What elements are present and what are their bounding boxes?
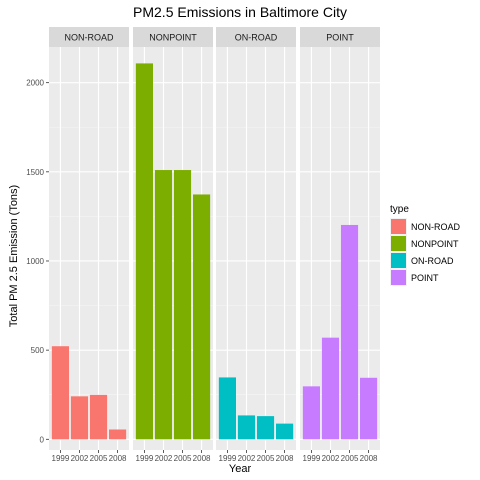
legend-swatch-nonpoint bbox=[391, 236, 406, 251]
facet-strip bbox=[216, 27, 296, 47]
x-axis-title: Year bbox=[229, 463, 252, 475]
bar-non-road-2005 bbox=[89, 394, 108, 440]
x-tick-label: 2005 bbox=[341, 454, 359, 463]
bar-nonpoint-2002 bbox=[154, 170, 173, 440]
legend-label-non-road: NON-ROAD bbox=[411, 222, 460, 232]
legend-swatch-on-road bbox=[391, 253, 406, 268]
x-tick-label: 2008 bbox=[109, 454, 127, 463]
facet-strip bbox=[133, 27, 213, 47]
x-tick-label: 2002 bbox=[322, 454, 340, 463]
bar-non-road-2008 bbox=[109, 429, 127, 440]
x-tick-label: 2005 bbox=[90, 454, 108, 463]
legend-label-nonpoint: NONPOINT bbox=[411, 239, 459, 249]
y-tick-label: 1000 bbox=[26, 257, 44, 266]
x-tick-label: 1999 bbox=[136, 454, 154, 463]
legend-label-point: POINT bbox=[411, 273, 439, 283]
bar-nonpoint-2008 bbox=[193, 194, 211, 440]
bar-point-2005 bbox=[340, 224, 359, 440]
legend-swatch-non-road bbox=[391, 219, 406, 234]
x-tick-label: 2008 bbox=[360, 454, 378, 463]
x-tick-label: 2005 bbox=[257, 454, 275, 463]
bar-point-2008 bbox=[360, 377, 378, 440]
x-tick-label: 1999 bbox=[52, 454, 70, 463]
facet-strip bbox=[49, 27, 129, 47]
facet-panel-non-road: NON-ROAD 1999 2002 2005 2008 bbox=[49, 27, 129, 463]
x-tick-label: 1999 bbox=[303, 454, 321, 463]
x-tick-label: 2008 bbox=[193, 454, 211, 463]
bar-point-2002 bbox=[321, 337, 340, 440]
x-tick-label: 2002 bbox=[238, 454, 256, 463]
bar-non-road-1999 bbox=[51, 346, 69, 440]
facet-strip-label: NON-ROAD bbox=[65, 33, 114, 43]
facet-panel-point: POINT 1999 2002 2005 2008 bbox=[300, 27, 380, 463]
x-tick-label: 2008 bbox=[276, 454, 294, 463]
bar-nonpoint-2005 bbox=[173, 170, 192, 440]
y-tick-label: 1500 bbox=[26, 168, 44, 177]
legend-label-on-road: ON-ROAD bbox=[411, 256, 454, 266]
y-tick-label: 2000 bbox=[26, 79, 44, 88]
y-tick-label: 0 bbox=[40, 435, 45, 444]
y-axis-title: Total PM 2.5 Emission (Tons) bbox=[8, 185, 20, 327]
legend-swatch-point bbox=[391, 270, 406, 285]
facet-strip-label: ON-ROAD bbox=[235, 33, 278, 43]
x-tick-label: 2005 bbox=[174, 454, 192, 463]
y-axis: 0 500 1000 1500 2000 bbox=[26, 79, 49, 444]
bar-nonpoint-1999 bbox=[135, 63, 153, 440]
facet-strip-label: NONPOINT bbox=[149, 33, 197, 43]
legend: type NON-ROAD NONPOINT ON-ROAD POINT bbox=[390, 204, 460, 286]
bar-non-road-2002 bbox=[70, 396, 89, 440]
facet-strip-label: POINT bbox=[326, 33, 354, 43]
bar-on-road-1999 bbox=[218, 377, 236, 440]
facet-strip bbox=[300, 27, 380, 47]
bar-on-road-2002 bbox=[237, 415, 256, 440]
chart-title: PM2.5 Emissions in Baltimore City bbox=[133, 4, 347, 20]
legend-title: type bbox=[390, 204, 409, 215]
x-tick-label: 1999 bbox=[219, 454, 237, 463]
bar-on-road-2005 bbox=[256, 416, 275, 440]
bar-point-1999 bbox=[302, 386, 320, 440]
bar-on-road-2008 bbox=[276, 423, 294, 440]
x-tick-label: 2002 bbox=[71, 454, 89, 463]
facet-panel-nonpoint: NONPOINT 1999 2002 2005 2008 bbox=[133, 27, 213, 463]
x-tick-label: 2002 bbox=[155, 454, 173, 463]
facet-panel-on-road: ON-ROAD 1999 2002 2005 2008 bbox=[216, 27, 296, 463]
y-tick-label: 500 bbox=[31, 346, 45, 355]
